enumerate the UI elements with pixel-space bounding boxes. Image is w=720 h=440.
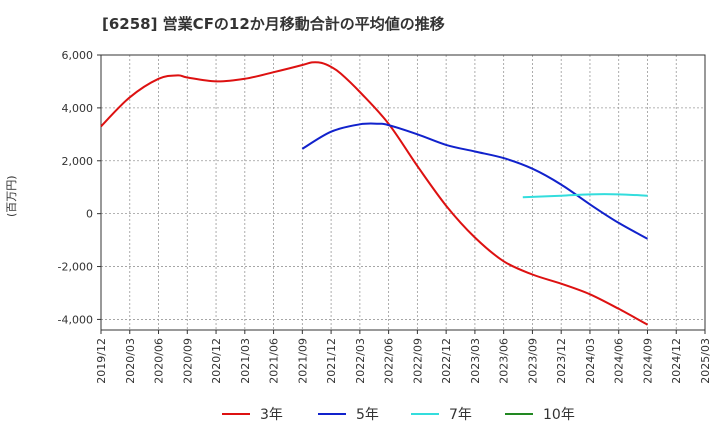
y-tick-label: 4,000 <box>62 102 94 115</box>
x-tick-label: 2019/12 <box>95 338 108 384</box>
x-tick-label: 2025/03 <box>699 338 712 384</box>
chart-title: [6258] 営業CFの12か月移動合計の平均値の推移 <box>102 15 445 33</box>
legend-item-7y: 7年 <box>411 404 472 424</box>
y-tick-label: 2,000 <box>62 155 94 168</box>
legend-item-3y: 3年 <box>222 404 283 424</box>
x-tick-label: 2022/03 <box>354 338 367 384</box>
plot-border <box>100 54 706 331</box>
series-line-3y <box>100 61 648 326</box>
x-tick-label: 2020/03 <box>124 338 137 384</box>
legend-item-10y: 10年 <box>505 404 575 424</box>
x-tick-label: 2022/09 <box>411 338 424 384</box>
x-tick-label: 2024/09 <box>641 338 654 384</box>
x-tick-label: 2021/09 <box>296 338 309 384</box>
y-tick-label: -2,000 <box>58 261 93 274</box>
legend: 3年 5年 7年 10年 <box>0 404 720 428</box>
x-tick-label: 2021/03 <box>239 338 252 384</box>
legend-label-7y: 7年 <box>449 407 472 423</box>
legend-swatch-3y <box>222 413 250 415</box>
legend-swatch-7y <box>411 413 439 415</box>
x-tick-label: 2024/12 <box>670 338 683 384</box>
legend-label-5y: 5年 <box>356 407 379 423</box>
x-tick-label: 2023/03 <box>469 338 482 384</box>
x-tick-label: 2023/06 <box>498 338 511 384</box>
x-tick-label: 2020/09 <box>181 338 194 384</box>
plot-background <box>101 55 705 330</box>
y-tick-label: -4,000 <box>58 313 93 326</box>
x-tick-label: 2020/06 <box>153 338 166 384</box>
legend-label-10y: 10年 <box>543 407 575 423</box>
y-tick-label: 0 <box>86 208 93 221</box>
legend-item-5y: 5年 <box>318 404 379 424</box>
series-line-7y <box>522 193 648 199</box>
x-tick-label: 2022/06 <box>383 338 396 384</box>
x-tick-label: 2024/03 <box>584 338 597 384</box>
legend-swatch-10y <box>505 413 533 415</box>
x-tick-label: 2023/09 <box>526 338 539 384</box>
legend-swatch-5y <box>318 413 346 415</box>
x-tick-label: 2021/06 <box>268 338 281 384</box>
legend-label-3y: 3年 <box>260 407 283 423</box>
series-line-5y <box>301 122 648 240</box>
y-tick-label: 6,000 <box>62 49 94 62</box>
x-tick-label: 2022/12 <box>440 338 453 384</box>
x-tick-label: 2023/12 <box>555 338 568 384</box>
x-tick-label: 2021/12 <box>325 338 338 384</box>
x-tick-label: 2024/06 <box>613 338 626 384</box>
x-tick-label: 2020/12 <box>210 338 223 384</box>
